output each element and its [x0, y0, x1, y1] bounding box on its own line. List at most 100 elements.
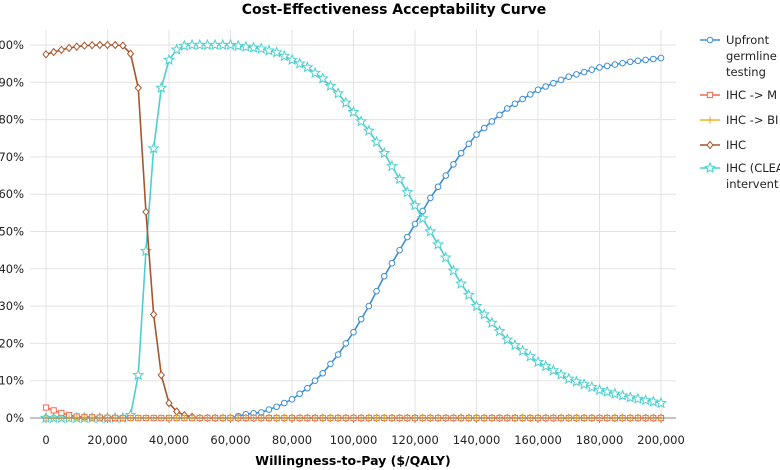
data-point: [488, 118, 496, 125]
data-point: [557, 76, 565, 84]
data-point: [478, 308, 491, 320]
data-point: [380, 272, 388, 280]
data-point: [432, 238, 445, 250]
data-point: [424, 225, 437, 237]
legend-item[interactable]: Upfront germline testing: [700, 33, 777, 79]
x-axis-label: Willingness-to-Pay ($/QALY): [255, 453, 450, 468]
y-tick-label: 30%: [0, 299, 24, 313]
data-point: [288, 396, 296, 403]
legend-label: intervent: [726, 177, 779, 191]
data-point: [393, 172, 406, 185]
legend-item[interactable]: IHC (CLEA intervent: [700, 161, 780, 191]
data-point: [547, 364, 560, 376]
legend-marker: [706, 91, 714, 99]
data-point: [493, 324, 506, 337]
data-point: [555, 368, 568, 380]
data-point: [365, 302, 373, 310]
data-point: [126, 49, 135, 58]
y-tick-label: 60%: [0, 187, 24, 201]
data-point: [516, 344, 529, 356]
data-point: [531, 355, 545, 368]
data-point: [373, 287, 380, 295]
y-tick-label: 50%: [0, 225, 24, 239]
data-point: [570, 375, 583, 387]
data-point: [442, 172, 450, 179]
data-point: [311, 377, 319, 385]
data-point: [362, 124, 375, 136]
data-point: [255, 42, 268, 54]
data-point: [42, 404, 50, 411]
x-tick-label: 100,000: [330, 433, 378, 447]
legend-item[interactable]: IHC -> BI: [700, 113, 778, 127]
x-tick-label: 20,000: [87, 433, 127, 447]
y-tick-label: 90%: [0, 75, 24, 89]
data-point: [80, 41, 89, 50]
legend[interactable]: Upfront germline testing IHC -> M IHC -> BI I…: [700, 33, 780, 191]
chart-title: Cost-Effectiveness Acceptability Curve: [242, 2, 547, 18]
data-point: [457, 149, 465, 157]
data-point: [631, 392, 644, 405]
data-point: [149, 310, 158, 319]
data-point: [501, 333, 514, 345]
legend-item[interactable]: IHC: [700, 138, 746, 152]
data-point: [327, 360, 334, 368]
data-point: [50, 407, 57, 414]
data-point: [593, 383, 606, 396]
data-point: [265, 406, 273, 413]
data-point: [508, 338, 521, 351]
y-tick-label: 0%: [6, 411, 24, 425]
legend-label: IHC: [726, 138, 746, 152]
data-point: [247, 41, 260, 53]
data-point: [455, 277, 468, 289]
data-point: [324, 79, 337, 92]
data-point: [334, 351, 342, 358]
legend-label: IHC (CLEA: [726, 161, 780, 175]
data-point: [565, 73, 573, 81]
y-tick-label: 100%: [0, 38, 24, 52]
data-point: [647, 395, 660, 407]
data-point: [624, 391, 637, 403]
data-point: [42, 50, 50, 59]
data-point: [388, 259, 396, 267]
data-point: [411, 220, 419, 228]
data-point: [347, 105, 360, 118]
x-tick-label: 0: [42, 433, 49, 447]
data-point: [385, 159, 398, 172]
x-tick-label: 140,000: [453, 433, 501, 447]
data-point: [281, 399, 288, 407]
data-point: [342, 340, 350, 347]
data-point: [119, 41, 127, 50]
legend-label: IHC -> M: [726, 88, 777, 102]
data-point: [170, 43, 183, 55]
data-point: [539, 359, 552, 372]
data-point: [401, 185, 414, 198]
x-tick-label: 80,000: [272, 433, 312, 447]
data-point: [416, 212, 429, 224]
data-point: [301, 61, 314, 73]
data-point: [73, 42, 81, 51]
data-point: [296, 390, 303, 398]
data-point: [470, 299, 483, 312]
data-point: [304, 384, 311, 392]
data-point: [162, 53, 176, 66]
data-point: [404, 233, 411, 241]
legend-marker: [706, 140, 714, 150]
data-point: [427, 194, 434, 202]
data-point: [450, 161, 457, 168]
x-tick-label: 40,000: [149, 433, 189, 447]
data-point: [239, 40, 252, 52]
grid-lines: [30, 30, 676, 419]
legend-item[interactable]: IHC -> M: [700, 88, 777, 102]
data-point: [473, 131, 480, 138]
data-point: [355, 115, 368, 127]
series-0: [42, 54, 665, 422]
data-point: [262, 44, 275, 56]
data-point: [201, 38, 214, 51]
data-point: [524, 350, 537, 362]
data-point: [608, 387, 621, 399]
data-point: [626, 58, 634, 66]
data-point: [142, 207, 150, 217]
y-tick-label: 80%: [0, 113, 24, 127]
data-point: [65, 43, 73, 53]
